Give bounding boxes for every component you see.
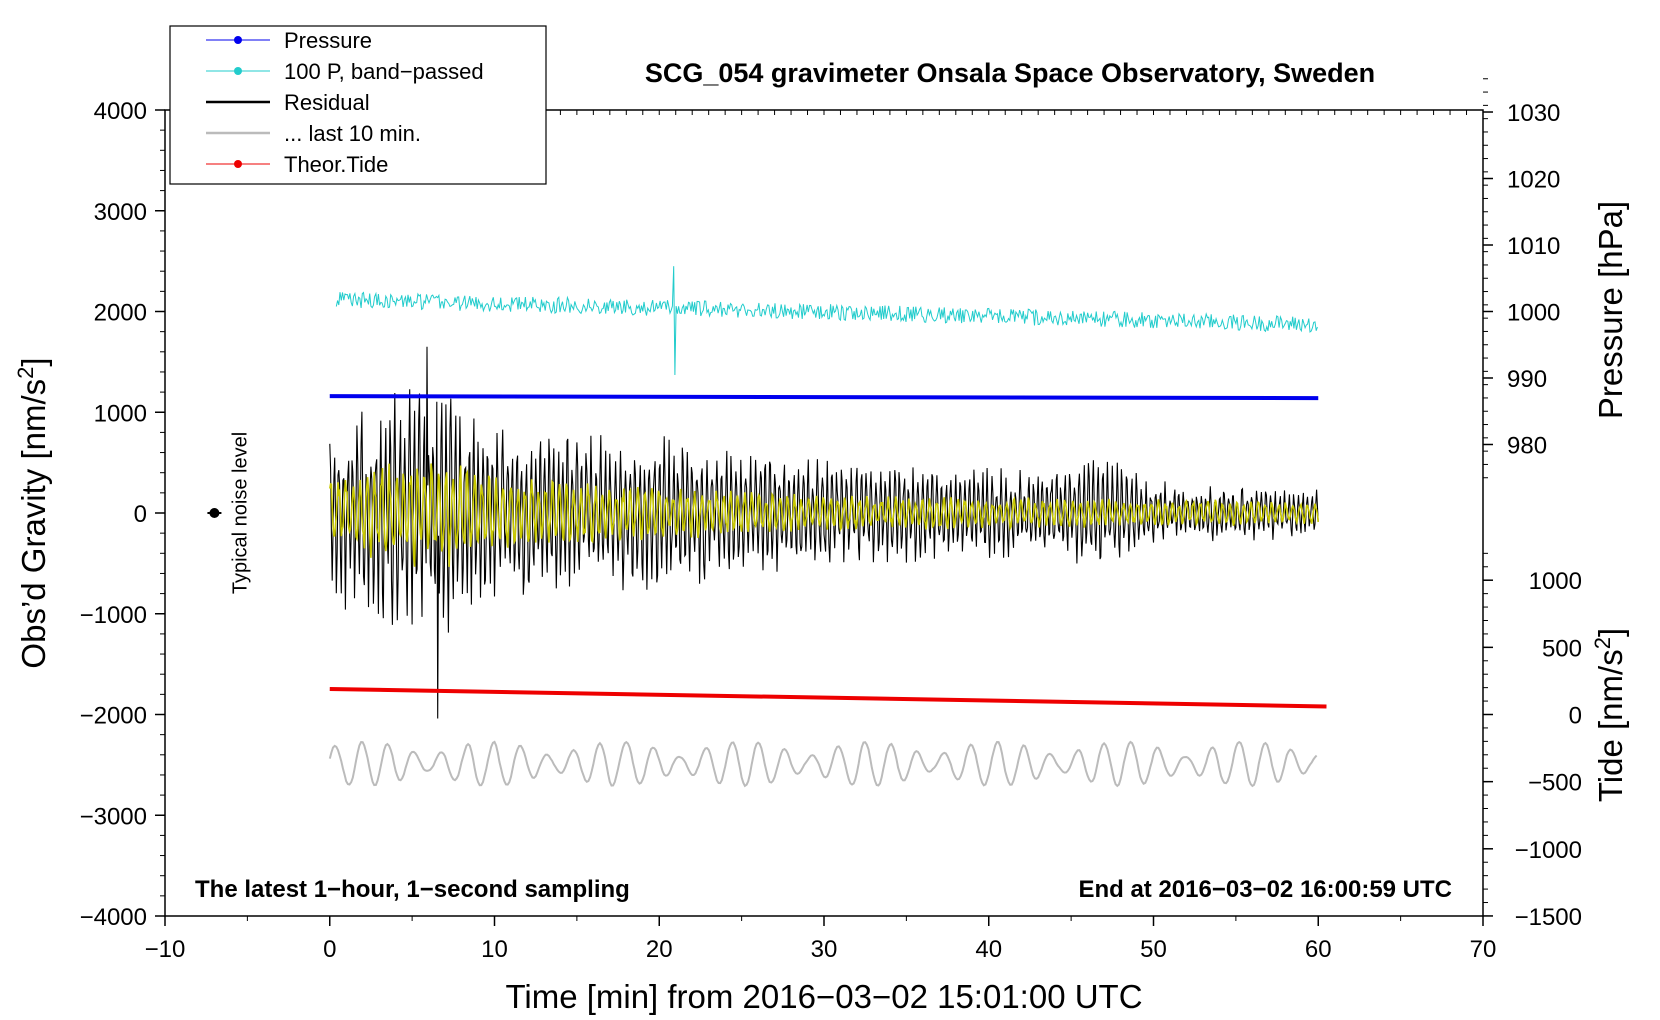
legend-label: ... last 10 min.: [284, 121, 421, 146]
y-left-tick-label: 4000: [94, 98, 147, 125]
tide-tick-label: 1000: [1529, 568, 1582, 595]
pressure-tick-label: 1010: [1507, 233, 1560, 260]
x-tick-label: 20: [646, 936, 673, 963]
pressure-tick-label: 1030: [1507, 100, 1560, 127]
noise-marker: Typical noise level: [207, 432, 251, 594]
y-left-tick-label: 0: [134, 501, 147, 528]
legend-label: Theor.Tide: [284, 152, 388, 177]
noise-dot: [209, 508, 220, 518]
x-tick-label: 50: [1140, 936, 1167, 963]
x-tick-label: 30: [811, 936, 838, 963]
pressure-tick-label: 980: [1507, 432, 1547, 459]
pressure-tick-label: 1000: [1507, 300, 1560, 327]
x-tick-label: 10: [481, 936, 508, 963]
y-axis-left: 4000 3000 2000 1000 0 −1000 −2000 −3000 −4000: [80, 98, 165, 931]
tide-tick-label: −500: [1528, 770, 1582, 797]
legend-label: Residual: [284, 90, 370, 115]
tide-tick-label: −1000: [1515, 837, 1582, 864]
x-axis: −10 0 10 20 30 40 50 60 70: [145, 916, 1497, 963]
legend-label: Pressure: [284, 28, 372, 53]
y-left-tick-label: 2000: [94, 300, 147, 327]
noise-label: Typical noise level: [229, 432, 251, 594]
annotation-sampling: The latest 1−hour, 1−second sampling: [195, 876, 630, 903]
pressure-tick-label: 1020: [1507, 167, 1560, 194]
y-axis-right-pressure: 1030 1020 1010 1000 990 980: [1483, 100, 1560, 459]
series-residual: [329, 346, 1319, 719]
tide-tick-label: −1500: [1515, 904, 1582, 931]
tide-tick-label: 500: [1542, 635, 1582, 662]
series-pressure: [329, 394, 1319, 401]
y-axis-right-tide: 1000 500 0 −500 −1000 −1500: [1483, 568, 1582, 931]
x-tick-label: 0: [323, 936, 336, 963]
y-left-tick-label: −2000: [80, 703, 147, 730]
series-group: [328, 266, 1327, 788]
y-left-tick-label: 3000: [94, 199, 147, 226]
y-left-tick-label: 1000: [94, 400, 147, 427]
legend-box: [169, 25, 547, 185]
y-left-tick-label: −3000: [80, 803, 147, 830]
pressure-tick-label: 990: [1507, 366, 1547, 393]
annotation-end-time: End at 2016−03−02 16:00:59 UTC: [1078, 876, 1452, 903]
x-tick-label: 60: [1305, 936, 1332, 963]
x-tick-label: −10: [145, 936, 186, 963]
legend: Pressure 100 P, band−passed Residual ... la…: [169, 25, 547, 185]
x-tick-label: 70: [1470, 936, 1497, 963]
legend-label: 100 P, band−passed: [284, 59, 484, 84]
series-band-passed-pressure: [335, 266, 1318, 376]
y-left-tick-label: −4000: [80, 904, 147, 931]
x-axis-label: Time [min] from 2016−03−02 15:01:00 UTC: [505, 978, 1142, 1015]
y-axis-right-pressure-label: Pressure [hPa]: [1592, 201, 1629, 419]
series-last-10-min: [328, 740, 1318, 788]
minor-ticks: [160, 78, 1488, 921]
legend-marker: [234, 67, 242, 75]
x-tick-label: 40: [975, 936, 1002, 963]
legend-marker: [234, 36, 242, 44]
y-axis-right-tide-label: Tide [nm/s2]: [1590, 628, 1629, 802]
series-residual-filtered: [329, 463, 1319, 567]
y-axis-left-label: Obs’d Gravity [nm/s2]: [13, 357, 52, 668]
tide-tick-label: 0: [1569, 703, 1582, 730]
chart-title: SCG_054 gravimeter Onsala Space Observat…: [645, 58, 1375, 88]
y-left-tick-label: −1000: [80, 602, 147, 629]
legend-marker: [234, 160, 242, 168]
series-theor-tide: [329, 686, 1327, 709]
